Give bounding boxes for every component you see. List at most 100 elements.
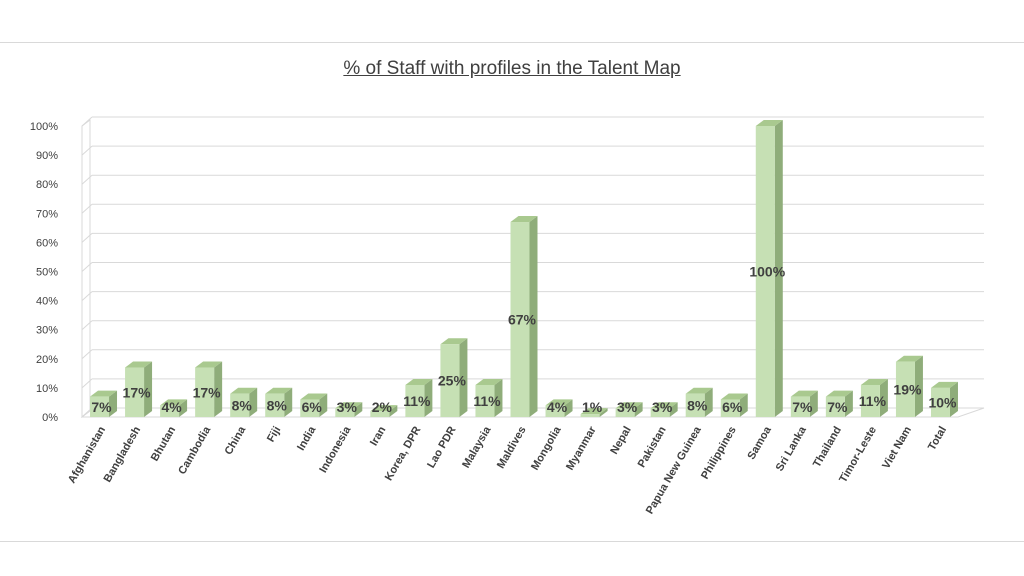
y-tick-label: 80% (36, 179, 58, 191)
gridline-depth (81, 174, 93, 185)
y-tick-label: 0% (42, 412, 58, 424)
bar-side (879, 378, 888, 417)
gridline-depth (81, 116, 93, 127)
bar-side (809, 390, 818, 417)
bar-side (949, 381, 958, 417)
gridline-depth (81, 291, 93, 301)
bar-top (510, 216, 538, 223)
data-label: 6% (302, 399, 323, 415)
bar (615, 408, 635, 417)
data-label: 7% (827, 399, 848, 415)
gridline-depth (81, 349, 93, 360)
bar-top (755, 120, 783, 126)
gridline-depth (81, 203, 93, 214)
x-tick-label: Bhutan (149, 424, 178, 463)
data-label: 7% (792, 399, 813, 415)
bar-side (634, 402, 643, 417)
x-tick-label: Thailand (811, 425, 844, 470)
data-label: 1% (582, 399, 603, 415)
bar (685, 393, 705, 417)
data-label: 11% (403, 393, 431, 409)
bar (230, 393, 250, 417)
data-label: 10% (928, 394, 957, 410)
bar (335, 408, 355, 417)
x-tick-label: India (295, 424, 319, 453)
bar-side (914, 355, 923, 417)
x-tick-label: Mongolia (529, 424, 564, 473)
data-label: 3% (337, 399, 358, 415)
bar-top (195, 361, 223, 368)
bar (755, 126, 775, 417)
bar-top (335, 402, 363, 409)
bar-top (265, 387, 293, 394)
data-label: 7% (91, 399, 112, 415)
x-tick-label: Pakistan (636, 424, 669, 469)
data-label: 17% (193, 384, 222, 400)
bar-side (284, 387, 293, 417)
x-tick-label: Nepal (608, 425, 633, 457)
y-tick-label: 90% (36, 150, 58, 162)
x-tick-label: Indonesia (317, 424, 354, 475)
bar (195, 367, 215, 417)
top-divider (0, 42, 1024, 43)
x-tick-label: Samoa (745, 424, 774, 462)
bar-top (475, 378, 503, 385)
x-tick-label: China (223, 424, 249, 457)
bar (125, 367, 145, 417)
bar-top (895, 355, 923, 362)
bar-side (704, 387, 713, 417)
bar-top (230, 387, 258, 394)
bar (475, 384, 495, 417)
bar-top (125, 361, 153, 368)
x-tick-label: Myanmar (564, 424, 599, 472)
x-tick-label: Total (926, 425, 949, 453)
side-wall (81, 119, 91, 418)
bar-side (214, 361, 223, 417)
bar-side (319, 393, 328, 417)
data-label: 19% (893, 381, 922, 397)
bar-side (424, 378, 433, 417)
bar-top (825, 390, 853, 397)
bar-top (405, 378, 433, 385)
bar-top (440, 338, 468, 345)
bar (545, 405, 565, 417)
chart-title: % of Staff with profiles in the Talent M… (343, 58, 681, 79)
data-label: 6% (722, 399, 743, 415)
bar (930, 387, 950, 417)
x-tick-label: Maldives (495, 425, 529, 471)
bar-top (545, 399, 573, 406)
gridline-depth (81, 233, 93, 243)
x-tick-label: Fiji (265, 425, 283, 445)
data-label: 67% (508, 312, 537, 328)
x-tick-label: Viet Nam (880, 424, 914, 471)
y-tick-label: 60% (36, 237, 58, 249)
bar-top (160, 399, 188, 406)
bar-top (650, 402, 678, 409)
bar-top (300, 393, 328, 400)
gridline-depth (81, 320, 93, 331)
gridline-depth (81, 262, 93, 272)
bar-side (389, 405, 398, 417)
bar-top (790, 390, 818, 397)
x-tick-label: Malaysia (460, 424, 494, 470)
bar-side (529, 216, 538, 417)
data-label: 25% (438, 373, 467, 389)
data-label: 8% (267, 397, 288, 413)
bar (90, 396, 110, 417)
data-label: 4% (547, 399, 568, 415)
bar-side (109, 390, 118, 417)
data-label: 4% (161, 399, 182, 415)
bar (370, 411, 390, 417)
bar-side (669, 402, 678, 417)
bar-top (90, 390, 118, 397)
bar-side (774, 120, 783, 417)
bar-side (459, 338, 468, 417)
data-label: 8% (687, 397, 708, 413)
bar-side (739, 393, 748, 417)
bar (825, 396, 845, 417)
bottom-divider (0, 541, 1024, 542)
y-tick-label: 70% (36, 208, 58, 220)
y-tick-label: 40% (36, 296, 58, 308)
